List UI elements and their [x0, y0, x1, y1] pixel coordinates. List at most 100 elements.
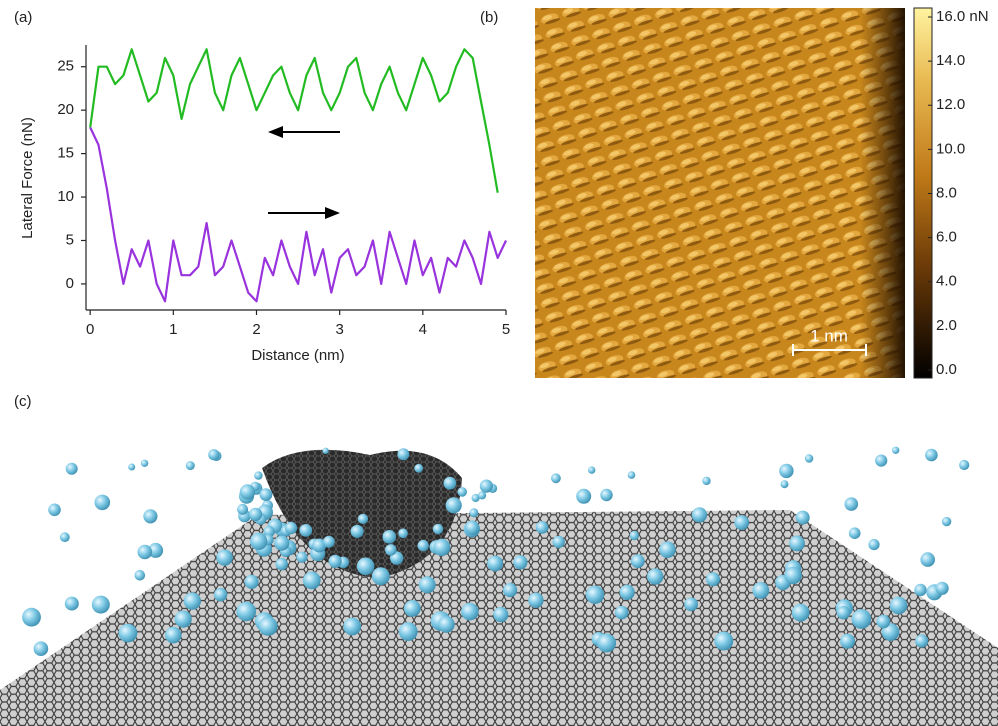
ion — [174, 610, 192, 628]
colorbar-tick-label: 6.0 — [936, 229, 957, 246]
panel-label: (b) — [480, 9, 498, 26]
ion — [585, 585, 605, 604]
ion — [94, 494, 111, 511]
ion — [254, 471, 263, 480]
ion — [250, 532, 268, 550]
ion — [959, 459, 970, 471]
ion — [302, 571, 321, 590]
ion — [630, 554, 645, 569]
colorbar-tick-label: 12.0 — [936, 96, 965, 113]
ion — [779, 463, 794, 479]
ion — [684, 597, 698, 612]
ion — [433, 538, 451, 557]
scale-bar-label: 1 nm — [810, 326, 848, 345]
colorbar-tick-label: 16.0 nN — [936, 8, 989, 25]
ion — [165, 626, 182, 644]
ion — [128, 463, 136, 471]
ion — [244, 574, 259, 590]
colorbar-tick-label: 2.0 — [936, 317, 957, 334]
x-tick-label: 1 — [169, 321, 177, 338]
ion — [208, 449, 220, 461]
ion — [237, 503, 249, 515]
ion — [385, 544, 397, 556]
ion — [597, 633, 617, 653]
data-line — [89, 48, 499, 193]
graphene-render — [0, 446, 998, 726]
scale-bar — [792, 344, 867, 356]
ion — [588, 466, 596, 474]
ion — [275, 557, 288, 571]
panel-label: (c) — [14, 393, 32, 410]
ion — [443, 476, 457, 490]
ion — [296, 551, 308, 563]
ion — [659, 541, 676, 558]
ion — [183, 592, 201, 610]
ion — [478, 491, 487, 500]
ion — [479, 479, 493, 493]
ion — [840, 633, 856, 649]
ion — [784, 566, 802, 585]
ion — [398, 622, 418, 641]
x-tick-label: 4 — [419, 321, 427, 338]
ion — [920, 552, 935, 567]
ion — [259, 488, 273, 501]
ion — [493, 607, 509, 623]
ion — [398, 528, 408, 539]
ion — [239, 484, 256, 500]
ion — [914, 583, 927, 597]
ion — [552, 535, 565, 549]
ion — [935, 581, 949, 595]
ion — [789, 535, 805, 552]
arrow — [268, 126, 340, 219]
data-line — [89, 127, 507, 303]
ion — [875, 454, 888, 467]
ion — [714, 631, 734, 651]
ion — [323, 535, 335, 548]
ion — [471, 493, 480, 503]
ion — [414, 463, 424, 473]
ion — [461, 602, 479, 621]
ion — [137, 544, 153, 560]
ion — [248, 507, 263, 522]
ion — [600, 488, 613, 502]
ion — [445, 497, 462, 514]
x-tick-label: 2 — [252, 321, 260, 338]
ion — [691, 507, 708, 523]
ion — [619, 584, 635, 600]
ion — [143, 509, 158, 524]
ion — [791, 603, 810, 622]
y-tick-label: 20 — [57, 101, 74, 118]
y-tick-label: 15 — [57, 145, 74, 162]
ion — [258, 616, 278, 636]
ion — [925, 448, 938, 462]
ion — [487, 555, 503, 572]
ion — [328, 554, 342, 568]
y-tick-label: 10 — [57, 188, 74, 205]
colorbar-tick-label: 14.0 — [936, 52, 965, 69]
ion — [915, 634, 929, 648]
ion — [299, 524, 313, 537]
ion — [941, 516, 952, 527]
ion — [432, 523, 444, 535]
colorbar-tick-label: 4.0 — [936, 273, 957, 290]
ion — [551, 473, 561, 484]
ion — [892, 446, 900, 454]
ion — [795, 510, 810, 525]
ion — [469, 508, 479, 518]
y-tick-label: 5 — [66, 231, 74, 248]
ion — [889, 596, 908, 615]
ion — [576, 488, 592, 504]
ion — [528, 592, 544, 608]
ion — [417, 539, 429, 552]
afm-edge — [860, 8, 905, 378]
ion — [148, 542, 164, 558]
ion — [614, 605, 629, 620]
ion — [322, 447, 329, 454]
ion — [752, 582, 770, 599]
colorbar-tick-label: 8.0 — [936, 184, 957, 201]
afm-image: 1 nm 16.0 nN 14.0 12.0 10.0 8.0 6.0 4.0 2.0 0.0 — [535, 7, 989, 379]
ion — [213, 587, 228, 602]
ion — [734, 515, 750, 530]
y-tick-label: 0 — [66, 275, 74, 292]
